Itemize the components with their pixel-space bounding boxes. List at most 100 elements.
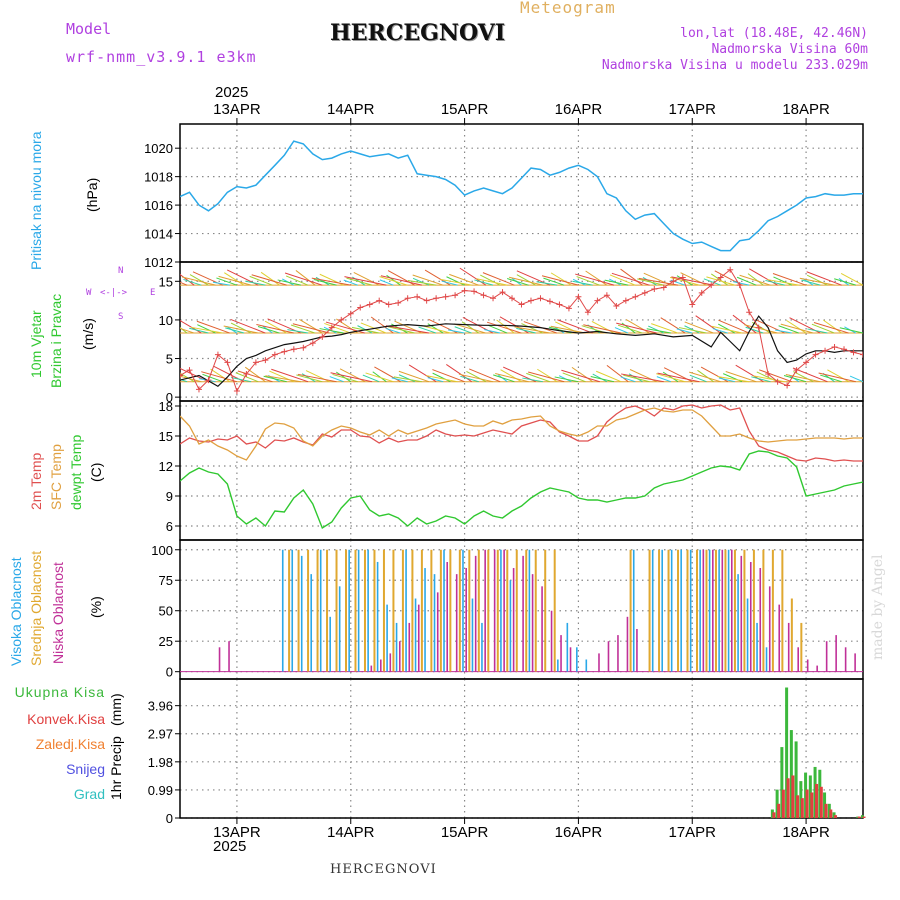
wind-arrow [372,371,387,383]
pressure-line [180,140,863,252]
gust-marker [622,297,629,304]
y-tick-label: 1016 [144,198,173,213]
wind-arrow [224,272,245,286]
wind-arrow [216,277,238,286]
wind-arrow [441,280,458,286]
compass-sym: <-|-> [100,288,128,298]
tsfc-line [180,407,863,461]
wind-arrow [453,323,487,334]
wind-arrow [420,324,451,334]
wind-arrow [379,279,394,286]
wind-arrow [786,320,807,334]
legend-conv-rain: Konvek.Kisa [27,711,105,727]
wind-arrow [662,371,679,383]
wind-arrow [576,276,600,286]
wind-arrow [751,376,771,383]
panel-frame-2 [179,400,864,541]
wind-arrow [202,373,223,383]
wind-arrow [550,272,572,286]
wind-arrow [550,325,586,334]
gust-marker [395,299,402,306]
gust-marker [195,386,202,393]
wind-arrow [385,327,401,334]
wind-arrow [604,279,629,286]
wind-arrow [536,281,558,286]
wind-arrow [296,374,323,383]
precip-bar [789,730,793,818]
wind-arrow [237,370,273,383]
y-tick-label: 9 [166,489,173,504]
wind-arrow [218,275,252,286]
date-label-top: 16APR [555,101,603,118]
y-tick-label: 2.97 [148,727,173,742]
gust-marker [205,377,212,384]
wind-arrow [180,281,188,286]
wind-arrow [725,371,757,383]
wind-arrow [646,328,671,334]
wind-arrow [718,319,750,334]
wind-arrow [496,319,515,334]
page-title: HERCEGNOVI [330,20,506,46]
wind-arrow [651,323,679,334]
wind-arrow [642,276,657,286]
gust-marker [841,346,848,353]
precip-bar [819,786,823,818]
gust-marker [546,298,553,305]
wind-arrow [271,368,309,383]
wind-arrow [189,327,209,334]
wind-arrow [346,277,373,286]
y-tick-label: 25 [159,634,173,649]
wind-arrow [362,374,380,383]
precip-bar [857,816,861,818]
gust-marker [651,286,658,293]
wind-arrow [778,325,800,334]
date-label-bottom: 18APR [782,824,830,841]
wind-arrow [244,366,266,383]
wind-arrow [277,279,302,286]
year-top: 2025 [215,84,249,101]
wind-arrow [514,326,551,334]
wind-arrow [285,275,309,286]
wind-arrow [522,377,543,383]
gust-marker [404,295,411,302]
wind-arrow [671,276,714,286]
gust-marker [281,348,288,355]
precip-bar [834,815,838,818]
wind-arrow [427,377,444,383]
date-label-top: 18APR [782,101,830,118]
wind-arrow [311,277,351,286]
gust-marker [509,295,516,302]
wind-arrow [245,280,266,286]
y-tick-label: 0.99 [148,783,173,798]
gust-marker [300,344,307,351]
wind-arrow [212,281,230,286]
gust-marker [290,346,297,353]
wind-arrow [609,274,636,286]
wind-arrow [407,280,437,286]
y-tick-label: 75 [159,573,173,588]
gust-marker [262,357,269,364]
date-label-top: 14APR [327,101,375,118]
gust-marker [632,293,639,300]
gust-marker [347,310,354,317]
wind-arrow [516,327,536,334]
date-label-top: 17APR [668,101,716,118]
wind-arrow [458,373,494,383]
gust-marker [613,303,620,310]
gust-marker [717,274,724,281]
gust-marker [186,367,193,374]
wind-arrow [806,271,842,286]
wind-arrow [398,374,415,383]
wind-arrow [500,369,522,383]
wind-arrow [561,369,600,383]
wind-arrow [541,275,579,286]
wind-arrow [393,376,422,383]
wind-arrow [575,273,615,286]
elevation-text: Nadmorska Visina 60m [711,42,868,57]
panel-frame-0 [179,123,864,263]
wind-arrow [180,327,195,334]
wind-arrow [183,278,202,286]
wind-arrow [799,277,835,286]
wind-arrow [385,325,430,334]
precip-bar [862,816,866,818]
